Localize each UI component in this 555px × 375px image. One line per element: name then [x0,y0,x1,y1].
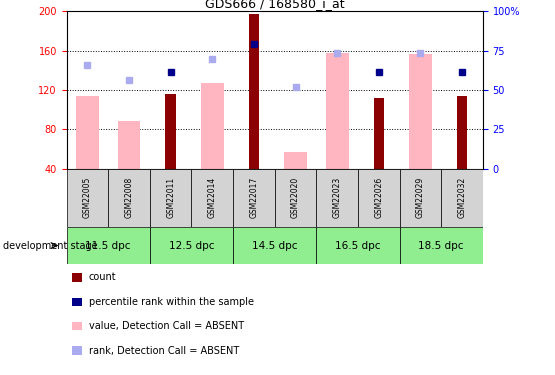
Text: value, Detection Call = ABSENT: value, Detection Call = ABSENT [89,321,244,331]
Text: GSM22014: GSM22014 [208,177,217,218]
Text: GSM22017: GSM22017 [249,177,259,218]
Bar [441,169,483,227]
Bar [118,122,140,169]
Bar [249,14,259,169]
Text: GSM22026: GSM22026 [374,177,384,218]
Text: 16.5 dpc: 16.5 dpc [335,241,381,250]
Text: GSM22023: GSM22023 [332,177,342,218]
Text: GSM22005: GSM22005 [83,177,92,219]
Bar [316,169,358,227]
Bar [67,227,150,264]
Bar [72,273,82,282]
Bar [316,227,400,264]
Bar [108,169,150,227]
Bar [409,54,432,169]
Bar [358,169,400,227]
Text: GSM22029: GSM22029 [416,177,425,218]
Bar [374,98,384,169]
Bar [284,152,307,169]
Bar [326,53,349,169]
Text: 12.5 dpc: 12.5 dpc [169,241,214,250]
Bar [150,227,233,264]
Text: 11.5 dpc: 11.5 dpc [85,241,131,250]
Bar [233,169,275,227]
Bar [201,83,224,169]
Bar [233,227,316,264]
Text: GSM22020: GSM22020 [291,177,300,218]
Text: percentile rank within the sample: percentile rank within the sample [89,297,254,307]
Text: 14.5 dpc: 14.5 dpc [252,241,297,250]
Bar [165,94,176,169]
Bar [457,96,467,169]
Text: count: count [89,273,117,282]
Text: 18.5 dpc: 18.5 dpc [418,241,464,250]
Text: GSM22008: GSM22008 [124,177,134,218]
Bar [275,169,316,227]
Bar [72,298,82,306]
Bar [67,169,108,227]
Title: GDS666 / 168580_i_at: GDS666 / 168580_i_at [205,0,345,10]
Bar [400,227,483,264]
Bar [191,169,233,227]
Text: development stage: development stage [3,241,97,250]
Bar [400,169,441,227]
Text: GSM22011: GSM22011 [166,177,175,218]
Text: rank, Detection Call = ABSENT: rank, Detection Call = ABSENT [89,346,239,355]
Bar [76,96,99,169]
Bar [150,169,191,227]
Text: GSM22032: GSM22032 [457,177,467,218]
Bar [72,322,82,330]
Bar [72,346,82,355]
